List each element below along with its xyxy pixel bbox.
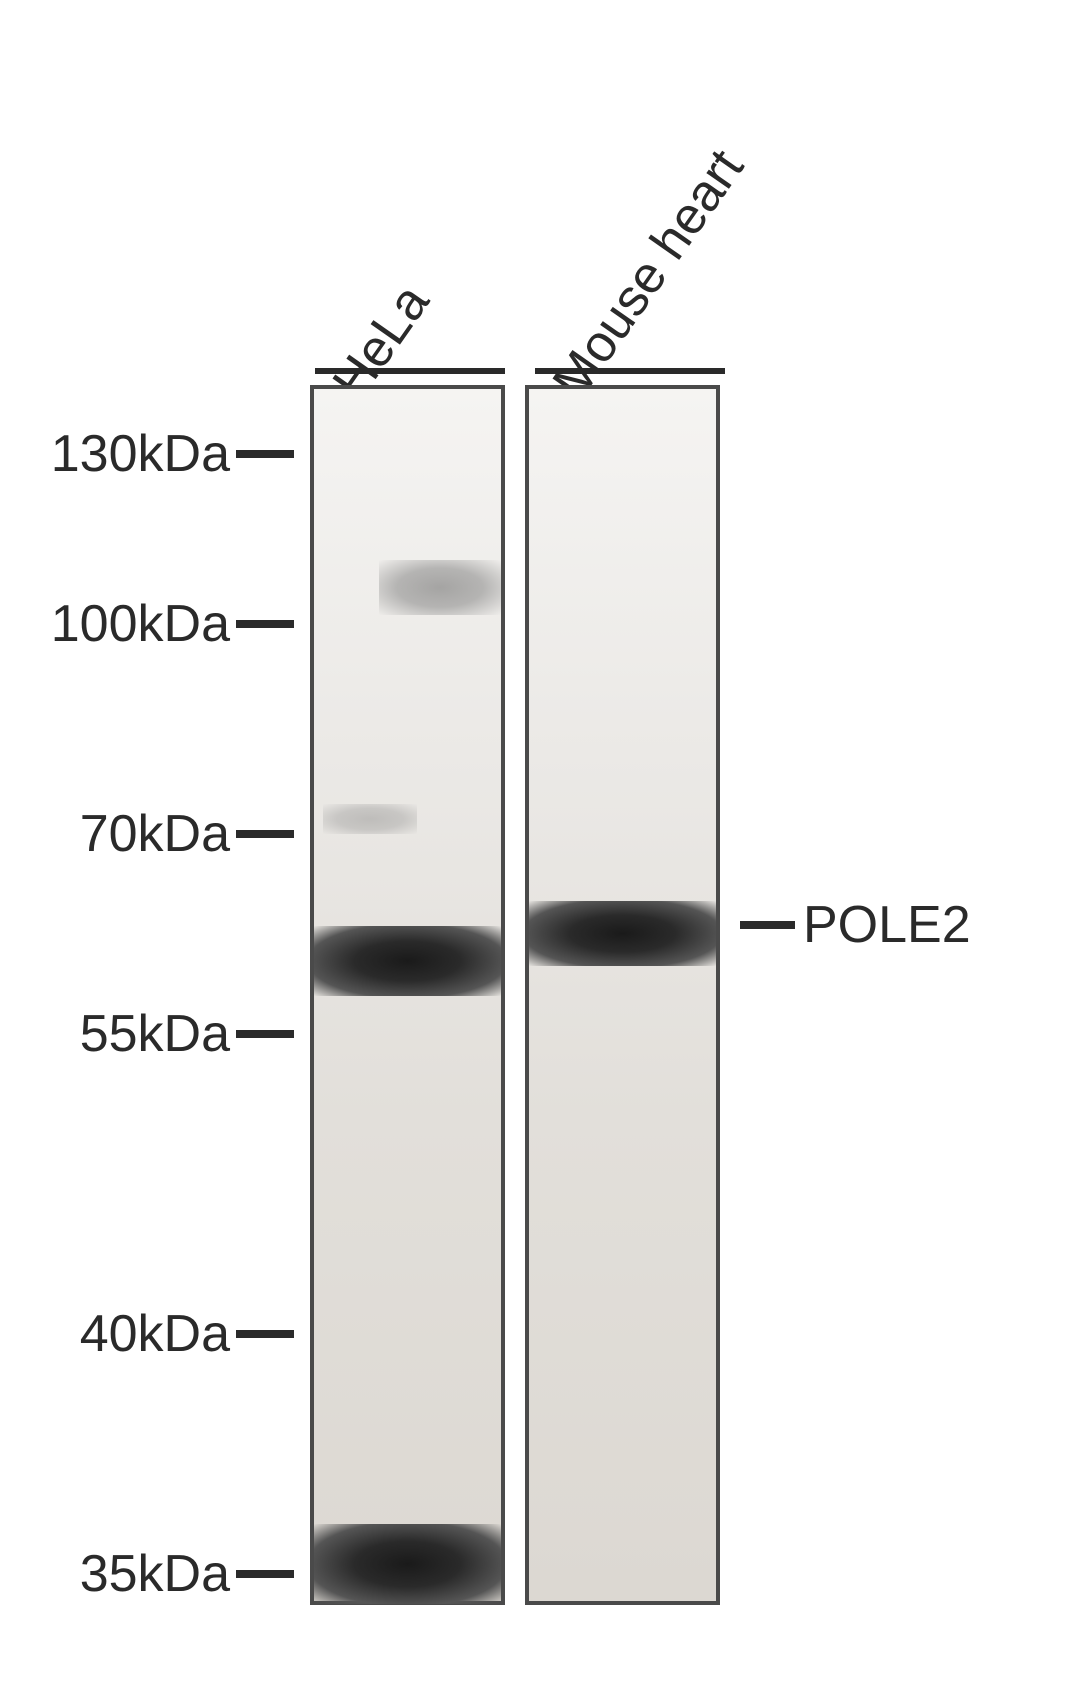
marker-label: 55kDa bbox=[0, 1004, 230, 1064]
lane-2 bbox=[525, 385, 720, 1605]
marker-row: 40kDa bbox=[0, 1304, 294, 1364]
marker-tick bbox=[236, 830, 294, 838]
marker-label: 130kDa bbox=[0, 424, 230, 484]
lane-1 bbox=[310, 385, 505, 1605]
marker-label: 40kDa bbox=[0, 1304, 230, 1364]
target-label-row: POLE2 bbox=[740, 895, 971, 955]
band-strong bbox=[314, 926, 501, 996]
marker-tick bbox=[236, 1030, 294, 1038]
marker-row: 55kDa bbox=[0, 1004, 294, 1064]
marker-row: 100kDa bbox=[0, 594, 294, 654]
marker-tick bbox=[236, 450, 294, 458]
band-faint bbox=[323, 804, 417, 834]
band-strong bbox=[314, 1524, 501, 1604]
target-label: POLE2 bbox=[803, 895, 971, 955]
marker-label: 35kDa bbox=[0, 1544, 230, 1604]
target-tick bbox=[740, 921, 795, 929]
western-blot-figure: HeLa Mouse heart 130kDa100kDa70kDa55kDa4… bbox=[0, 0, 1080, 1687]
band-strong bbox=[529, 901, 716, 966]
band-faint bbox=[379, 560, 501, 615]
marker-label: 70kDa bbox=[0, 804, 230, 864]
marker-tick bbox=[236, 1570, 294, 1578]
marker-row: 130kDa bbox=[0, 424, 294, 484]
marker-row: 35kDa bbox=[0, 1544, 294, 1604]
lanes-region bbox=[310, 385, 720, 1605]
marker-tick bbox=[236, 1330, 294, 1338]
marker-row: 70kDa bbox=[0, 804, 294, 864]
marker-tick bbox=[236, 620, 294, 628]
marker-label: 100kDa bbox=[0, 594, 230, 654]
